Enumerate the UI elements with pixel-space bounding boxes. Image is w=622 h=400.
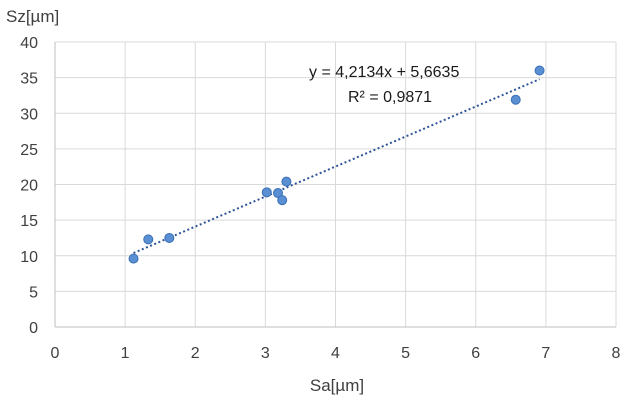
data-point <box>277 195 288 206</box>
y-tick-label: 20 <box>20 178 38 195</box>
x-tick-label: 5 <box>401 345 410 362</box>
x-tick-label: 3 <box>261 345 270 362</box>
y-tick-label: 0 <box>29 320 38 337</box>
x-tick-label: 7 <box>541 345 550 362</box>
trendline-r-squared: R² = 0,9871 <box>348 89 432 106</box>
y-tick-label: 35 <box>20 71 38 88</box>
y-tick-labels: 0 5 10 15 20 25 30 35 40 <box>20 35 38 337</box>
data-points <box>128 65 545 264</box>
data-point <box>164 232 175 243</box>
data-point <box>143 234 154 245</box>
data-point <box>281 176 292 187</box>
x-tick-label: 2 <box>191 345 200 362</box>
trendline-group <box>133 78 540 254</box>
trendline-equation: y = 4,2134x + 5,6635 <box>309 64 459 81</box>
data-point <box>510 94 521 105</box>
x-tick-label: 0 <box>51 345 60 362</box>
y-axis-title: Sz[µm] <box>6 7 59 26</box>
axes <box>54 42 616 328</box>
x-axis-title: Sa[µm] <box>310 376 364 395</box>
data-point <box>128 253 139 264</box>
y-tick-label: 30 <box>20 106 38 123</box>
data-point <box>534 65 545 76</box>
x-tick-label: 8 <box>612 345 621 362</box>
x-tick-label: 4 <box>331 345 340 362</box>
x-tick-labels: 0 1 2 3 4 5 6 7 8 <box>51 345 621 362</box>
trendline <box>133 78 540 254</box>
x-tick-label: 6 <box>471 345 480 362</box>
x-tick-label: 1 <box>121 345 130 362</box>
y-tick-label: 40 <box>20 35 38 52</box>
y-tick-label: 25 <box>20 142 38 159</box>
y-tick-label: 15 <box>20 213 38 230</box>
data-point <box>261 187 272 198</box>
y-tick-label: 10 <box>20 249 38 266</box>
y-tick-label: 5 <box>29 284 38 301</box>
gridlines <box>55 41 617 327</box>
